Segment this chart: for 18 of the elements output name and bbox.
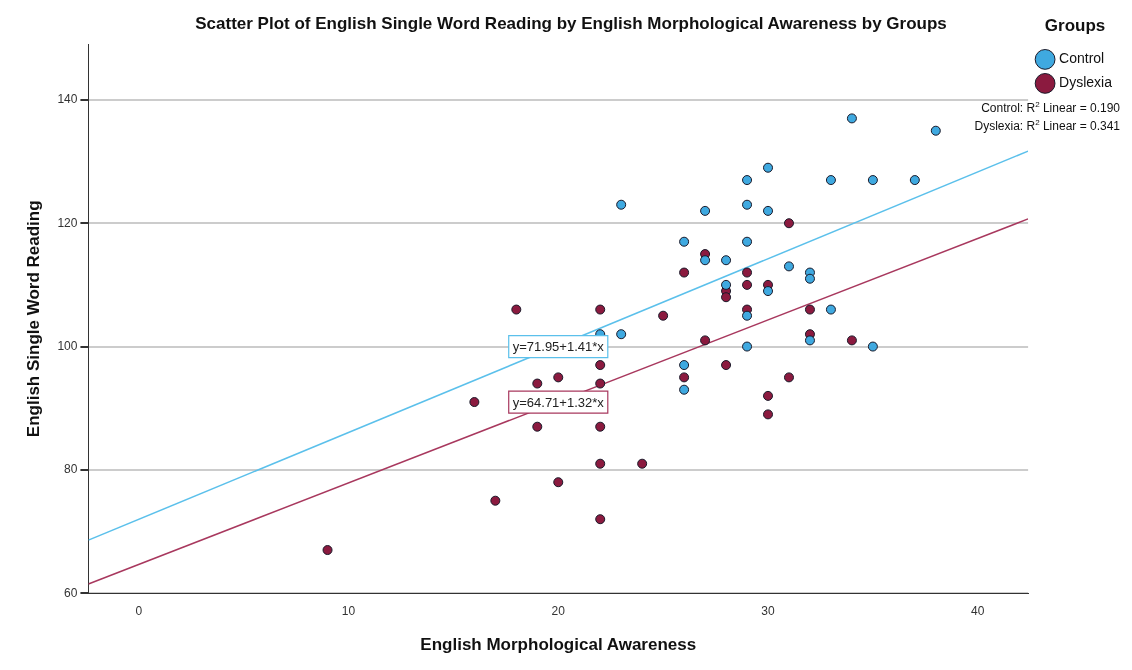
x-tick-label: 30: [761, 603, 775, 618]
y-axis-title: English Single Word Reading: [23, 200, 43, 438]
y-tick-label: 100: [57, 338, 78, 353]
y-tick-label: 60: [64, 585, 78, 600]
chart-title: Scatter Plot of English Single Word Reading by English Morphological Awareness by Groups: [195, 13, 947, 33]
annotation: y=64.71+1.32*x: [512, 394, 605, 410]
x-tick-label: 20: [551, 603, 566, 618]
x-tick-label: 0: [135, 603, 143, 618]
legend-label: Dyslexia: [1059, 74, 1113, 91]
x-tick-label: 40: [971, 603, 985, 618]
legend-label: Control: [1059, 50, 1105, 67]
y-tick-label: 80: [64, 462, 78, 477]
annotation: y=71.95+1.41*x: [512, 339, 605, 355]
y-tick-label: 120: [57, 215, 78, 230]
x-tick-label: 10: [341, 603, 356, 618]
legend-title: Groups: [1044, 16, 1106, 36]
x-axis-title: English Morphological Awareness: [420, 635, 697, 655]
y-tick-label: 140: [57, 92, 78, 107]
